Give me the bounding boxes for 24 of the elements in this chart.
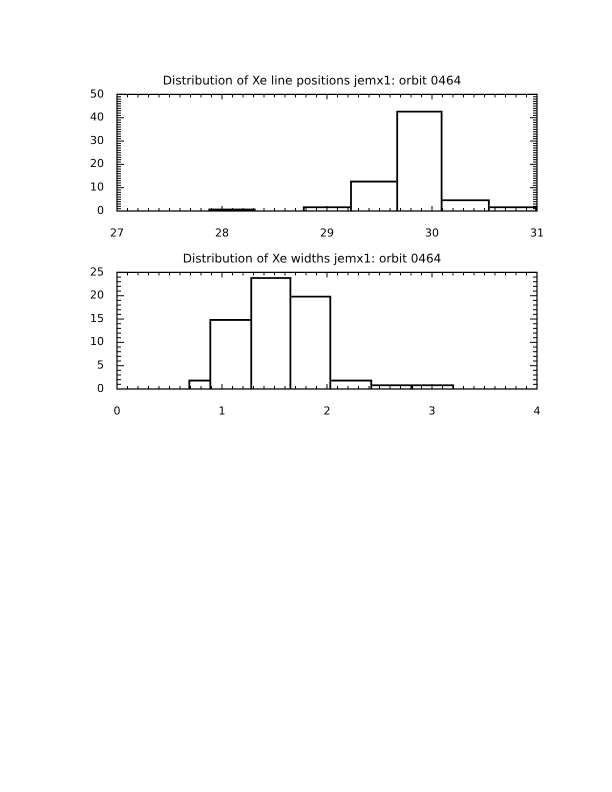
y-tick-label: 0 [97,382,104,395]
chart-title: Distribution of Xe widths jemx1: orbit 0464 [182,251,442,266]
y-tick-label: 50 [90,87,104,100]
x-tick-label: 3 [428,404,436,418]
y-tick-label: 0 [97,204,104,217]
chart-title: Distribution of Xe line positions jemx1: orbit 0464 [162,73,462,88]
y-tick-label: 5 [97,358,104,372]
y-tick-label: 20 [90,288,104,302]
y-tick-label: 25 [90,265,104,278]
y-tick-label: 10 [90,335,104,348]
y-tick-label: 30 [90,134,104,147]
y-tick-label: 10 [90,180,104,194]
x-tick-label: 2 [324,404,330,418]
x-tick-label: 0 [114,404,120,418]
y-tick-label: 20 [90,157,104,170]
y-tick-label: 15 [90,312,104,325]
x-tick-label: 29 [320,226,334,240]
x-tick-label: 31 [530,226,544,240]
x-tick-label: 4 [534,404,540,418]
x-tick-label: 27 [110,226,124,240]
x-tick-label: 30 [425,226,439,240]
x-tick-label: 1 [218,404,226,418]
x-tick-label: 28 [215,226,229,240]
y-tick-label: 40 [90,110,104,124]
